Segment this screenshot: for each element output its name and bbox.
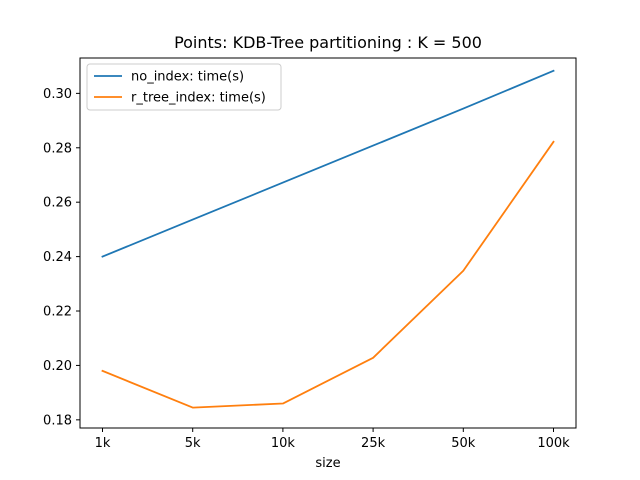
- y-tick-label: 0.28: [43, 141, 72, 156]
- y-tick-label: 0.18: [43, 413, 72, 428]
- x-tick-label: 1k: [95, 436, 111, 451]
- x-tick-label: 25k: [361, 436, 386, 451]
- y-tick-label: 0.26: [43, 196, 72, 211]
- y-tick-label: 0.22: [43, 305, 72, 320]
- chart-title: Points: KDB-Tree partitioning : K = 500: [174, 33, 482, 52]
- y-tick-label: 0.20: [43, 359, 72, 374]
- series-line-2: [101, 140, 555, 409]
- series-line-1: [101, 69, 555, 258]
- legend-label-2: r_tree_index: time(s): [131, 91, 266, 106]
- legend-label-1: no_index: time(s): [131, 70, 244, 85]
- x-tick-label: 10k: [271, 436, 296, 451]
- axes-frame: [79, 57, 577, 429]
- legend: [86, 63, 282, 111]
- plot-area: 1k 5k 10k 25k 50k 100k 0.18 0.20 0.22 0.24 0.26 0.2…: [43, 57, 577, 451]
- x-tick-label: 5k: [185, 436, 201, 451]
- x-tick-label: 50k: [451, 436, 476, 451]
- x-tick-label: 100k: [537, 436, 570, 451]
- y-tick-label: 0.24: [43, 250, 72, 265]
- y-tick-label: 0.30: [43, 87, 72, 102]
- x-axis-label: size: [315, 456, 340, 471]
